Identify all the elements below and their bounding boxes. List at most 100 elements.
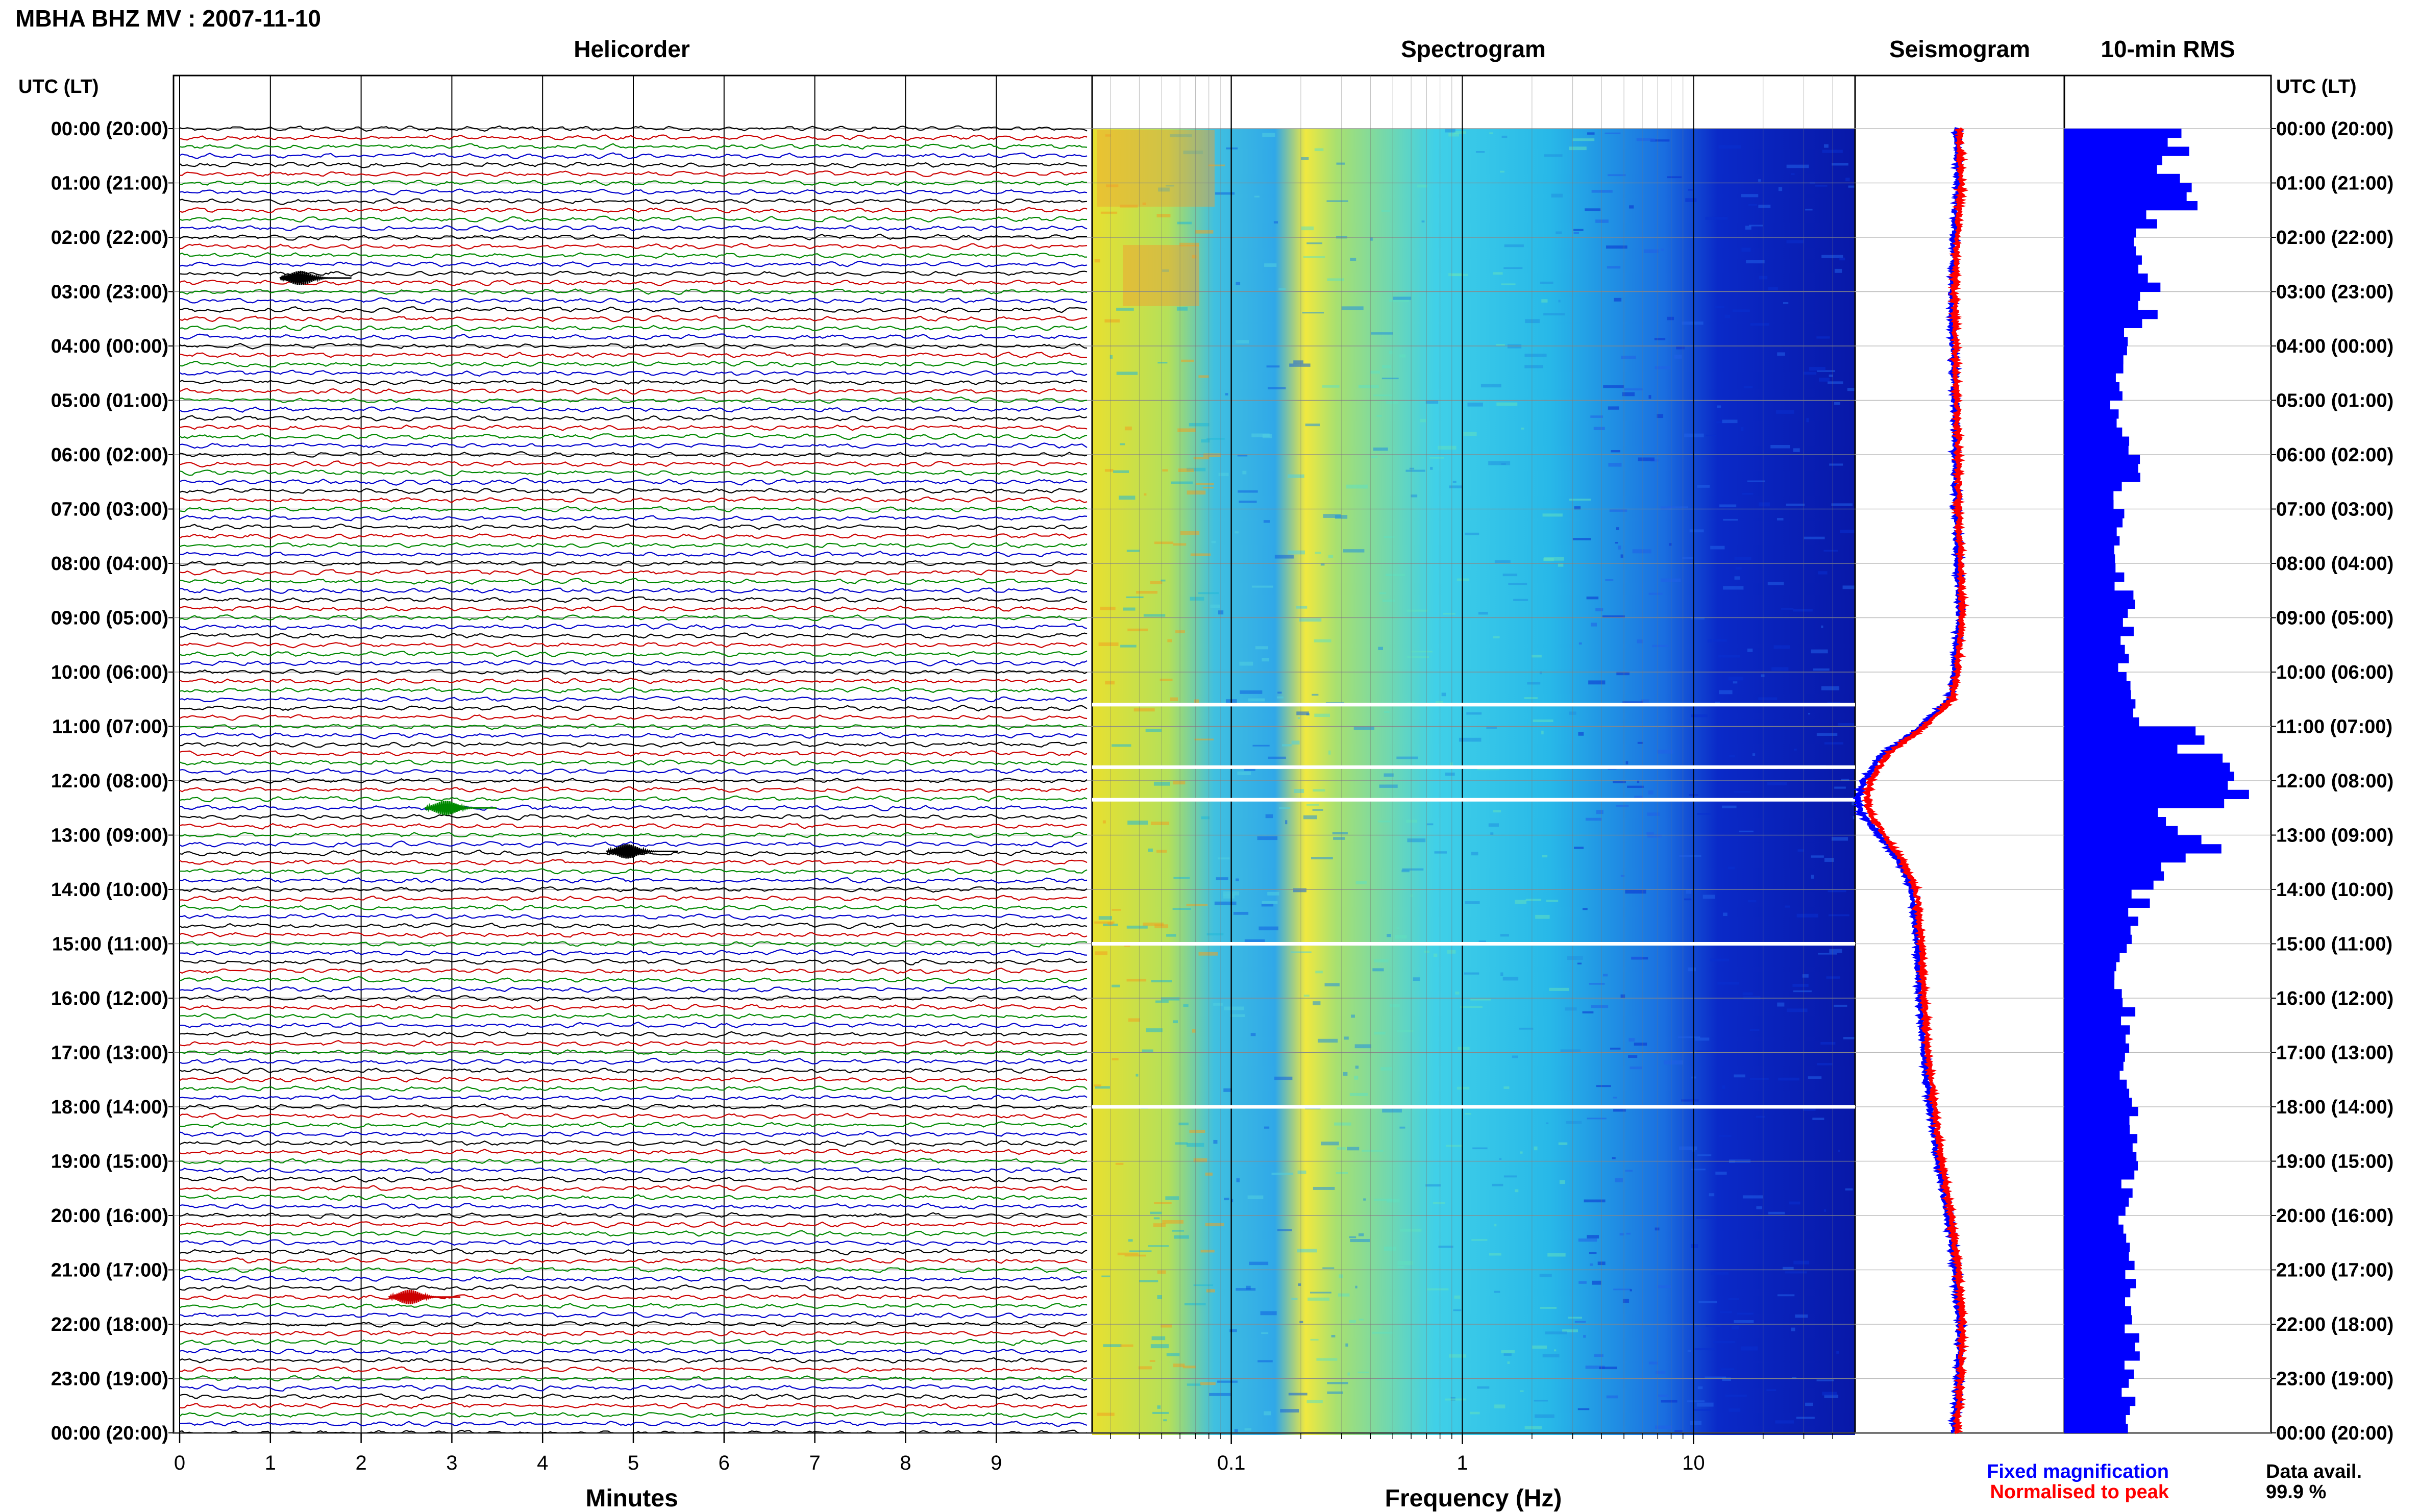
- spectrogram-texture: [1734, 1074, 1745, 1078]
- frequency-tick-label: 0.1: [1217, 1452, 1246, 1474]
- helicorder-trace: [179, 279, 1088, 287]
- spectrogram-texture: [1634, 796, 1643, 799]
- spectrogram-texture: [1558, 1142, 1568, 1145]
- helicorder-trace: [179, 1139, 1088, 1147]
- spectrogram-texture: [1756, 1206, 1762, 1209]
- helicorder-trace: [179, 1167, 1088, 1174]
- spectrogram-texture: [1410, 894, 1413, 897]
- spectrogram-texture: [1358, 384, 1379, 388]
- spectrogram-texture: [1172, 780, 1186, 785]
- spectrogram-texture: [1472, 1147, 1488, 1150]
- spectrogram-texture: [1173, 543, 1187, 546]
- rms-bar: [2064, 282, 2161, 292]
- spectrogram-texture: [1803, 1108, 1816, 1111]
- spectrogram-texture: [1729, 1408, 1741, 1412]
- spectrogram-texture: [1826, 976, 1840, 979]
- spectrogram-texture: [1293, 360, 1303, 364]
- rms-bar: [2064, 1224, 2124, 1234]
- spectrogram-texture: [1224, 1006, 1244, 1010]
- spectrogram-texture: [1200, 1249, 1215, 1253]
- spectrogram-texture: [1182, 1366, 1196, 1369]
- spectrogram-texture: [1229, 1329, 1237, 1332]
- spectrogram-texture: [1613, 1288, 1631, 1291]
- spectrogram-texture: [1386, 574, 1405, 577]
- helicorder-trace: [179, 1356, 1088, 1364]
- helicorder-trace: [179, 1067, 1088, 1075]
- spectrogram-texture: [1170, 134, 1192, 138]
- spectrogram-texture: [1806, 418, 1809, 423]
- rms-bar: [2064, 137, 2168, 147]
- spectrogram-texture: [1459, 737, 1482, 742]
- rms-bar: [2064, 844, 2221, 854]
- helicorder-trace: [179, 931, 1088, 938]
- spectrogram-texture: [1355, 1065, 1359, 1069]
- spectrogram-texture: [1216, 877, 1228, 880]
- hour-label-right: 19:00 (15:00): [2276, 1151, 2393, 1173]
- rms-bar: [2064, 581, 2115, 591]
- spectrogram-texture: [1172, 1230, 1184, 1232]
- spectrogram-texture: [1425, 400, 1439, 404]
- spectrogram-texture: [1520, 1390, 1524, 1392]
- data-availability-label: Data avail.: [2266, 1461, 2362, 1482]
- spectrogram-texture: [1119, 495, 1136, 500]
- rms-bar: [2064, 645, 2125, 654]
- spectrogram-texture: [1112, 744, 1131, 747]
- spectrogram-texture: [1273, 221, 1278, 224]
- spectrogram-texture: [1542, 855, 1548, 858]
- spectrogram-texture: [1258, 926, 1278, 931]
- rms-bar: [2064, 1052, 2125, 1062]
- rms-bar: [2064, 871, 2164, 881]
- spectrogram-texture: [1237, 771, 1251, 775]
- spectrogram-texture: [1654, 338, 1666, 340]
- spectrogram-texture: [1281, 744, 1292, 747]
- spectrogram-texture: [1818, 571, 1828, 575]
- spectrogram-texture: [1263, 520, 1270, 523]
- spectrogram-texture: [1126, 596, 1144, 599]
- rms-bar: [2064, 563, 2116, 573]
- spectrogram-texture: [1176, 307, 1188, 311]
- spectrogram-texture: [1264, 1411, 1271, 1416]
- rms-bar: [2064, 627, 2134, 636]
- spectrogram-texture: [1748, 204, 1758, 206]
- spectrogram-texture: [1460, 1006, 1483, 1008]
- hour-label-left: 15:00 (11:00): [52, 934, 168, 955]
- legend-normalised-to-peak: Normalised to peak: [1990, 1481, 2169, 1503]
- spectrogram-texture: [1297, 717, 1300, 720]
- spectrogram-texture: [1266, 365, 1280, 368]
- utc-label-right: UTC (LT): [2276, 76, 2357, 97]
- spectrogram-texture: [1150, 1344, 1169, 1349]
- spectrogram-texture: [1786, 164, 1809, 168]
- rms-bar: [2064, 436, 2130, 446]
- spectrogram-texture: [1524, 1426, 1542, 1430]
- helicorder-trace: [179, 1366, 1088, 1373]
- spectrogram-texture: [1449, 485, 1462, 488]
- spectrogram-texture: [1208, 1393, 1231, 1396]
- spectrogram-texture: [1715, 702, 1720, 704]
- spectrogram-texture: [1349, 1236, 1356, 1238]
- spectrogram-texture: [1210, 604, 1220, 608]
- helicorder-trace: [179, 686, 1088, 693]
- spectrogram-texture: [1419, 418, 1426, 423]
- spectrogram-texture: [1320, 563, 1325, 566]
- spectrogram-texture: [1702, 895, 1715, 899]
- spectrogram-texture: [1539, 671, 1542, 675]
- spectrogram-texture: [1710, 546, 1725, 550]
- spectrogram-texture: [1247, 1195, 1264, 1199]
- spectrogram-texture: [1513, 599, 1528, 601]
- rms-bar: [2064, 1197, 2129, 1207]
- spectrogram-texture: [1409, 467, 1415, 469]
- spectrogram-texture: [1638, 457, 1655, 461]
- spectrogram-texture: [1577, 1408, 1590, 1410]
- spectrogram-texture: [1542, 1354, 1560, 1358]
- spectrogram-texture: [1558, 563, 1564, 567]
- helicorder-trace: [179, 288, 1088, 295]
- rms-bar: [2064, 572, 2125, 582]
- spectrogram-texture: [1095, 1086, 1110, 1089]
- spectrogram-texture: [1572, 138, 1595, 141]
- spectrogram-texture: [1445, 1398, 1466, 1401]
- spectrogram-texture: [1605, 132, 1621, 134]
- spectrogram-texture: [1371, 456, 1378, 458]
- spectrogram-texture: [1854, 1280, 1855, 1282]
- rms-bar: [2064, 400, 2111, 410]
- spectrogram-texture: [1449, 1354, 1467, 1358]
